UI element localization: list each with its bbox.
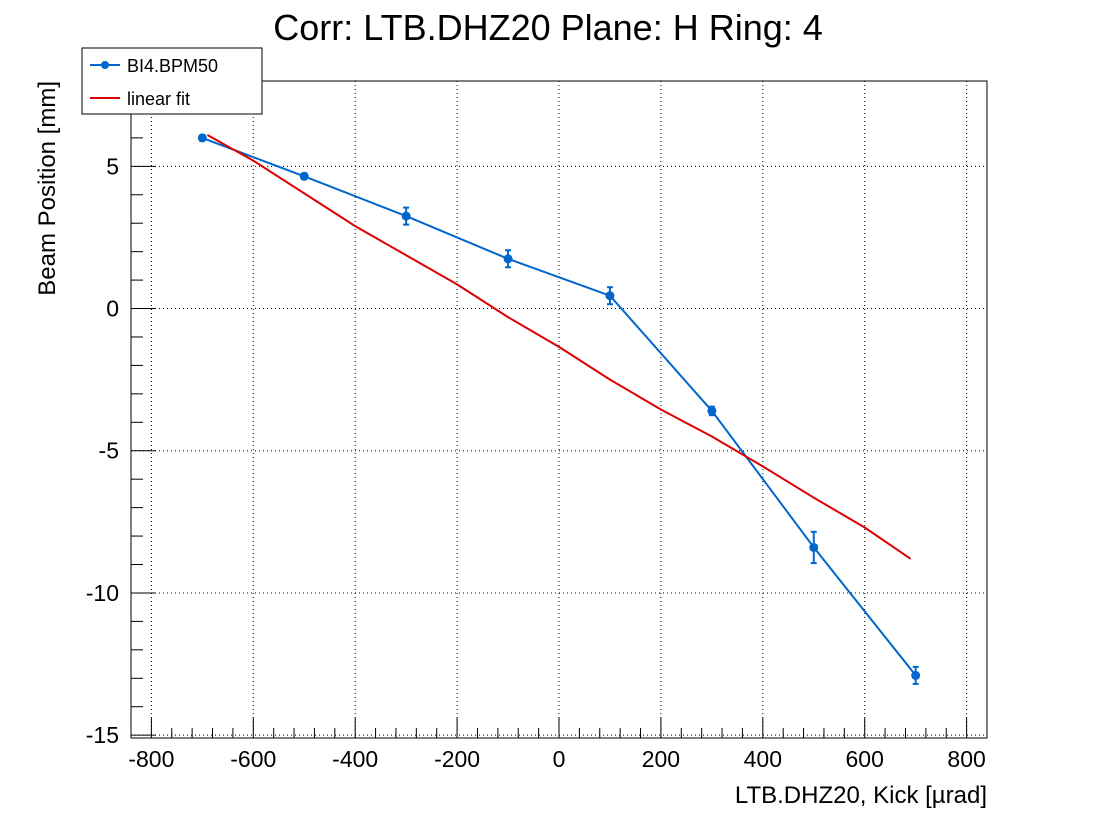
x-axis-label: LTB.DHZ20, Kick [µrad] xyxy=(735,782,987,809)
x-tick-label: 0 xyxy=(553,746,566,772)
grid-layer xyxy=(131,81,987,738)
y-axis-label: Beam Position [mm] xyxy=(34,81,61,296)
x-tick-label: -600 xyxy=(230,746,276,772)
x-tick-label: 600 xyxy=(846,746,884,772)
legend-marker-bpm-dot xyxy=(101,61,109,69)
data-point xyxy=(299,171,309,181)
chart-title: Corr: LTB.DHZ20 Plane: H Ring: 4 xyxy=(273,7,823,48)
y-tick-label: -5 xyxy=(99,438,119,464)
series-line xyxy=(201,136,917,677)
x-tick-label: 800 xyxy=(947,746,985,772)
x-tick-label: -200 xyxy=(434,746,480,772)
y-tick-label: -15 xyxy=(86,722,119,748)
x-tick-label: -400 xyxy=(332,746,378,772)
data-point xyxy=(707,406,717,416)
legend-label-fit: linear fit xyxy=(127,89,190,109)
legend-box xyxy=(81,47,263,115)
fit-line xyxy=(206,134,912,560)
data-point xyxy=(605,291,615,301)
legend: BI4.BPM50 linear fit xyxy=(81,47,263,115)
y-tick-label: -10 xyxy=(86,580,119,606)
legend-label-bpm: BI4.BPM50 xyxy=(127,56,218,76)
x-tick-label: 200 xyxy=(642,746,680,772)
data-point xyxy=(503,254,513,264)
y-tick-label: 0 xyxy=(106,296,119,322)
x-tick-label: -800 xyxy=(128,746,174,772)
data-point xyxy=(197,133,207,143)
ticks-layer: -800 -600 -400 -200 0 200 400 600 800 5 0 -5 -10 -15 xyxy=(86,108,986,772)
x-tick-label: 400 xyxy=(744,746,782,772)
y-tick-label: 5 xyxy=(106,153,119,179)
series-layer xyxy=(197,133,921,685)
data-point xyxy=(809,542,819,552)
data-point xyxy=(401,211,411,221)
data-point xyxy=(911,670,921,680)
